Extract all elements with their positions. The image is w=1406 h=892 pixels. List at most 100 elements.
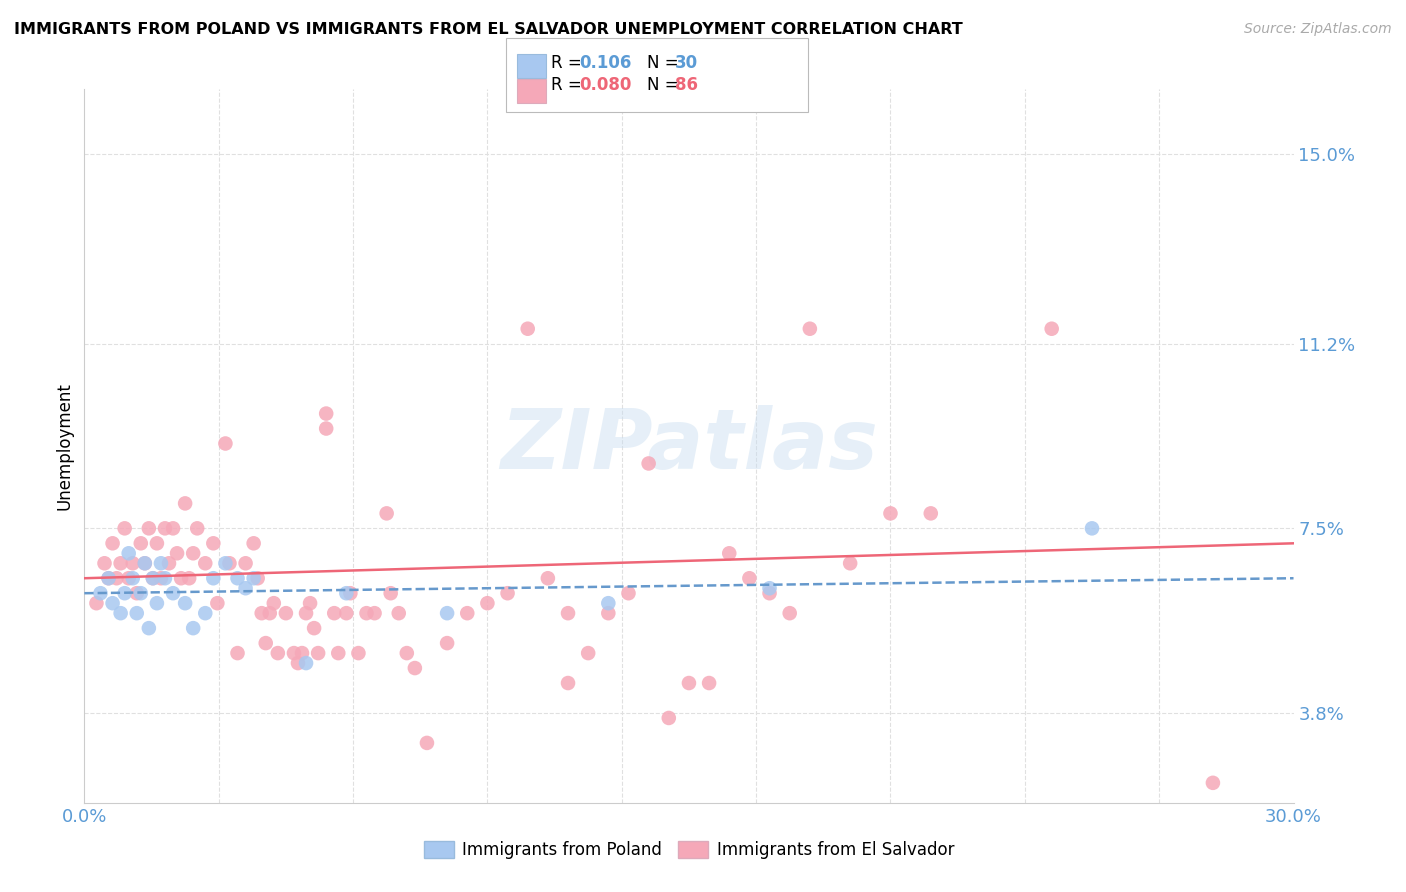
Point xyxy=(335,606,357,620)
Point xyxy=(339,586,361,600)
Point xyxy=(335,586,357,600)
Text: Source: ZipAtlas.com: Source: ZipAtlas.com xyxy=(1244,22,1392,37)
Point xyxy=(347,646,370,660)
Point xyxy=(598,596,620,610)
Point xyxy=(93,556,115,570)
Text: N =: N = xyxy=(647,54,683,72)
Point xyxy=(121,556,143,570)
Point xyxy=(363,606,385,620)
Point xyxy=(97,571,120,585)
Point xyxy=(235,581,257,595)
Point xyxy=(315,421,337,435)
Point xyxy=(380,586,402,600)
Point xyxy=(758,581,780,595)
Point xyxy=(537,571,560,585)
Point xyxy=(134,556,156,570)
Text: 0.080: 0.080 xyxy=(579,76,631,94)
Point xyxy=(395,646,418,660)
Point xyxy=(328,646,350,660)
Point xyxy=(110,606,132,620)
Point xyxy=(598,606,620,620)
Point xyxy=(678,676,700,690)
Point xyxy=(166,546,188,560)
Point xyxy=(254,636,277,650)
Point xyxy=(576,646,599,660)
Point xyxy=(295,606,318,620)
Point xyxy=(302,621,325,635)
Point xyxy=(194,556,217,570)
Point xyxy=(153,521,176,535)
Point xyxy=(242,571,264,585)
Point xyxy=(162,521,184,535)
Point xyxy=(207,596,229,610)
Point xyxy=(146,596,169,610)
Point xyxy=(97,571,120,585)
Point xyxy=(114,521,136,535)
Point xyxy=(170,571,193,585)
Point xyxy=(125,586,148,600)
Point xyxy=(142,571,165,585)
Point xyxy=(218,556,240,570)
Point xyxy=(356,606,378,620)
Point xyxy=(267,646,290,660)
Point xyxy=(181,621,204,635)
Point xyxy=(149,556,172,570)
Point xyxy=(1081,521,1104,535)
Point xyxy=(226,646,249,660)
Point xyxy=(516,322,538,336)
Point xyxy=(101,596,124,610)
Point xyxy=(758,586,780,600)
Point xyxy=(162,586,184,600)
Point xyxy=(1040,322,1063,336)
Point xyxy=(226,571,249,585)
Point xyxy=(118,571,141,585)
Point xyxy=(125,606,148,620)
Point xyxy=(779,606,801,620)
Point xyxy=(134,556,156,570)
Point xyxy=(323,606,346,620)
Point xyxy=(879,507,901,521)
Point xyxy=(456,606,478,620)
Point xyxy=(105,571,128,585)
Point xyxy=(658,711,681,725)
Point xyxy=(637,457,659,471)
Point xyxy=(114,586,136,600)
Text: R =: R = xyxy=(551,76,588,94)
Point xyxy=(235,556,257,570)
Point xyxy=(179,571,201,585)
Point xyxy=(416,736,439,750)
Point xyxy=(138,621,160,635)
Point xyxy=(718,546,741,560)
Point xyxy=(1202,776,1225,790)
Point xyxy=(110,556,132,570)
Point xyxy=(375,507,398,521)
Point xyxy=(920,507,942,521)
Point xyxy=(242,536,264,550)
Point xyxy=(129,586,152,600)
Point xyxy=(839,556,862,570)
Text: N =: N = xyxy=(647,76,683,94)
Point xyxy=(274,606,297,620)
Point xyxy=(617,586,640,600)
Point xyxy=(194,606,217,620)
Point xyxy=(214,436,236,450)
Point xyxy=(138,521,160,535)
Legend: Immigrants from Poland, Immigrants from El Salvador: Immigrants from Poland, Immigrants from … xyxy=(418,834,960,866)
Text: ZIPatlas: ZIPatlas xyxy=(501,406,877,486)
Point xyxy=(246,571,269,585)
Point xyxy=(121,571,143,585)
Point xyxy=(174,596,197,610)
Point xyxy=(101,536,124,550)
Point xyxy=(202,536,225,550)
Point xyxy=(118,546,141,560)
Point xyxy=(181,546,204,560)
Point xyxy=(263,596,285,610)
Point xyxy=(250,606,273,620)
Text: 0.106: 0.106 xyxy=(579,54,631,72)
Point xyxy=(799,322,821,336)
Point xyxy=(157,556,180,570)
Point xyxy=(388,606,411,620)
Point xyxy=(436,606,458,620)
Point xyxy=(174,496,197,510)
Point xyxy=(295,656,318,670)
